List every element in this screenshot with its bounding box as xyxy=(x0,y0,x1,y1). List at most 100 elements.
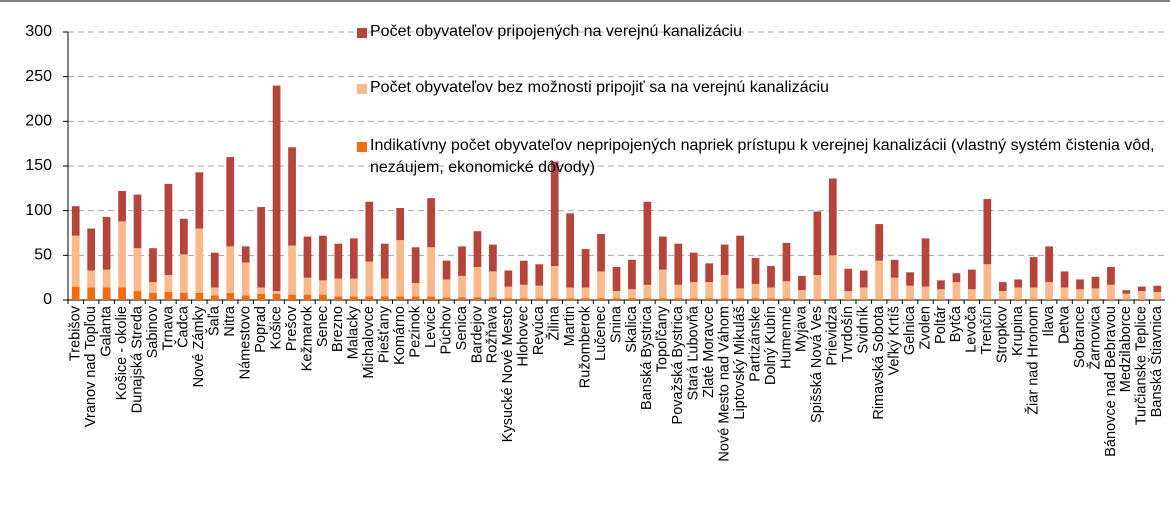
bar-segment xyxy=(1107,284,1115,300)
bar-segment xyxy=(566,298,575,300)
bar-segment xyxy=(1029,257,1038,288)
x-tick-label: Žilina xyxy=(546,305,563,341)
bar-segment xyxy=(102,216,111,270)
bar-segment xyxy=(828,299,837,300)
bar-segment xyxy=(519,260,528,285)
x-tick-label: Levice xyxy=(423,306,439,348)
x-tick-label: Galanta xyxy=(98,305,114,357)
bar-segment xyxy=(798,299,806,300)
x-tick-label: Malacky xyxy=(346,305,362,359)
bar-segment xyxy=(643,298,652,300)
bar-segment xyxy=(303,294,312,300)
bar-segment xyxy=(1045,282,1053,300)
bar-segment xyxy=(411,247,420,284)
bar-segment xyxy=(102,287,111,300)
bar-segment xyxy=(504,286,513,299)
bar-segment xyxy=(643,201,652,285)
bar-segment xyxy=(813,299,822,300)
bar-segment xyxy=(1014,299,1023,300)
x-tick-label: Dolný Kubín xyxy=(763,306,779,385)
bar-segment xyxy=(581,287,590,299)
y-tick-label: 200 xyxy=(25,113,52,130)
bar-segment xyxy=(257,207,265,288)
bar-segment xyxy=(705,263,714,283)
bar-segment xyxy=(519,284,528,299)
x-tick-label: Prešov xyxy=(284,305,300,351)
bar-segment xyxy=(319,294,327,300)
x-tick-label: Zvolen xyxy=(917,306,933,350)
bar-segment xyxy=(581,249,590,288)
x-tick-label: Michalovce xyxy=(361,306,377,379)
bar-segment xyxy=(782,242,791,282)
bar-segment xyxy=(921,299,930,300)
bar-segment xyxy=(937,299,945,300)
bar-segment xyxy=(180,254,188,293)
x-tick-label: Medzilaborce xyxy=(1118,306,1134,392)
bar-segment xyxy=(442,279,451,298)
x-tick-label: Zlaté Moravce xyxy=(701,306,717,398)
x-tick-label: Brezno xyxy=(330,306,346,352)
bar-segment xyxy=(674,284,683,299)
legend-swatch xyxy=(357,28,367,38)
bar-segment xyxy=(720,244,729,275)
bar-segment xyxy=(380,243,389,279)
legend-swatch xyxy=(357,84,367,94)
bar-segment xyxy=(890,259,899,278)
bar-segment xyxy=(504,298,513,300)
bar-segment xyxy=(998,282,1007,292)
bar-segment xyxy=(968,269,976,290)
bar-segment xyxy=(1045,299,1053,300)
x-tick-label: Bardejov xyxy=(469,305,485,363)
bar-segment xyxy=(875,224,884,261)
bar-segment xyxy=(1014,279,1023,288)
bar-segment xyxy=(720,298,729,300)
x-tick-label: Kysucké Nové Mesto xyxy=(500,306,516,442)
bar-segment xyxy=(550,161,559,267)
bar-segment xyxy=(365,296,374,300)
x-tick-label: Partizánske xyxy=(747,306,763,382)
bar-segment xyxy=(288,294,296,300)
bar-segment xyxy=(875,260,884,300)
bar-segment xyxy=(149,248,157,283)
bar-segment xyxy=(118,287,126,300)
bar-segment xyxy=(705,298,714,300)
bar-segment xyxy=(952,282,961,300)
x-tick-label: Trnava xyxy=(160,305,176,351)
x-tick-label: Kežmarok xyxy=(299,305,315,371)
x-tick-label: Šaľa xyxy=(206,305,223,336)
bar-segment xyxy=(798,275,806,291)
bar-segment xyxy=(581,298,590,300)
x-tick-label: Gelnica xyxy=(902,305,918,355)
bar-segment xyxy=(983,299,992,300)
bar-segment xyxy=(1029,299,1038,300)
bar-segment xyxy=(226,246,235,293)
bar-segment xyxy=(643,284,652,299)
bar-segment xyxy=(906,299,914,300)
bar-segment xyxy=(968,289,976,300)
bar-segment xyxy=(844,299,853,300)
x-tick-label: Levoča xyxy=(964,305,980,353)
bar-segment xyxy=(303,277,312,295)
bar-segment xyxy=(1076,279,1084,290)
bar-segment xyxy=(226,292,235,300)
bar-segment xyxy=(71,235,80,287)
bar-segment xyxy=(319,280,327,295)
x-tick-label: Trenčín xyxy=(979,306,995,355)
x-tick-label: Sobrance xyxy=(1072,306,1088,368)
x-tick-label: Stará Ľubovňa xyxy=(686,305,702,400)
bar-segment xyxy=(349,278,358,297)
x-tick-label: Detva xyxy=(1056,305,1072,344)
bar-segment xyxy=(1122,290,1131,294)
x-tick-label: Púchov xyxy=(438,305,454,354)
bar-segment xyxy=(983,199,992,265)
bar-segment xyxy=(906,285,914,300)
bar-segment xyxy=(380,278,389,297)
x-tick-label: Myjava xyxy=(794,305,810,352)
x-tick-label: Ružomberok xyxy=(577,305,593,388)
x-tick-label: Košice - okolie xyxy=(114,306,130,400)
bar-segment xyxy=(674,298,683,300)
bar-segment xyxy=(597,233,605,272)
x-tick-label: Veľký Krtíš xyxy=(886,306,902,376)
x-tick-label: Topoľčany xyxy=(655,305,671,372)
bar-segment xyxy=(550,298,559,300)
